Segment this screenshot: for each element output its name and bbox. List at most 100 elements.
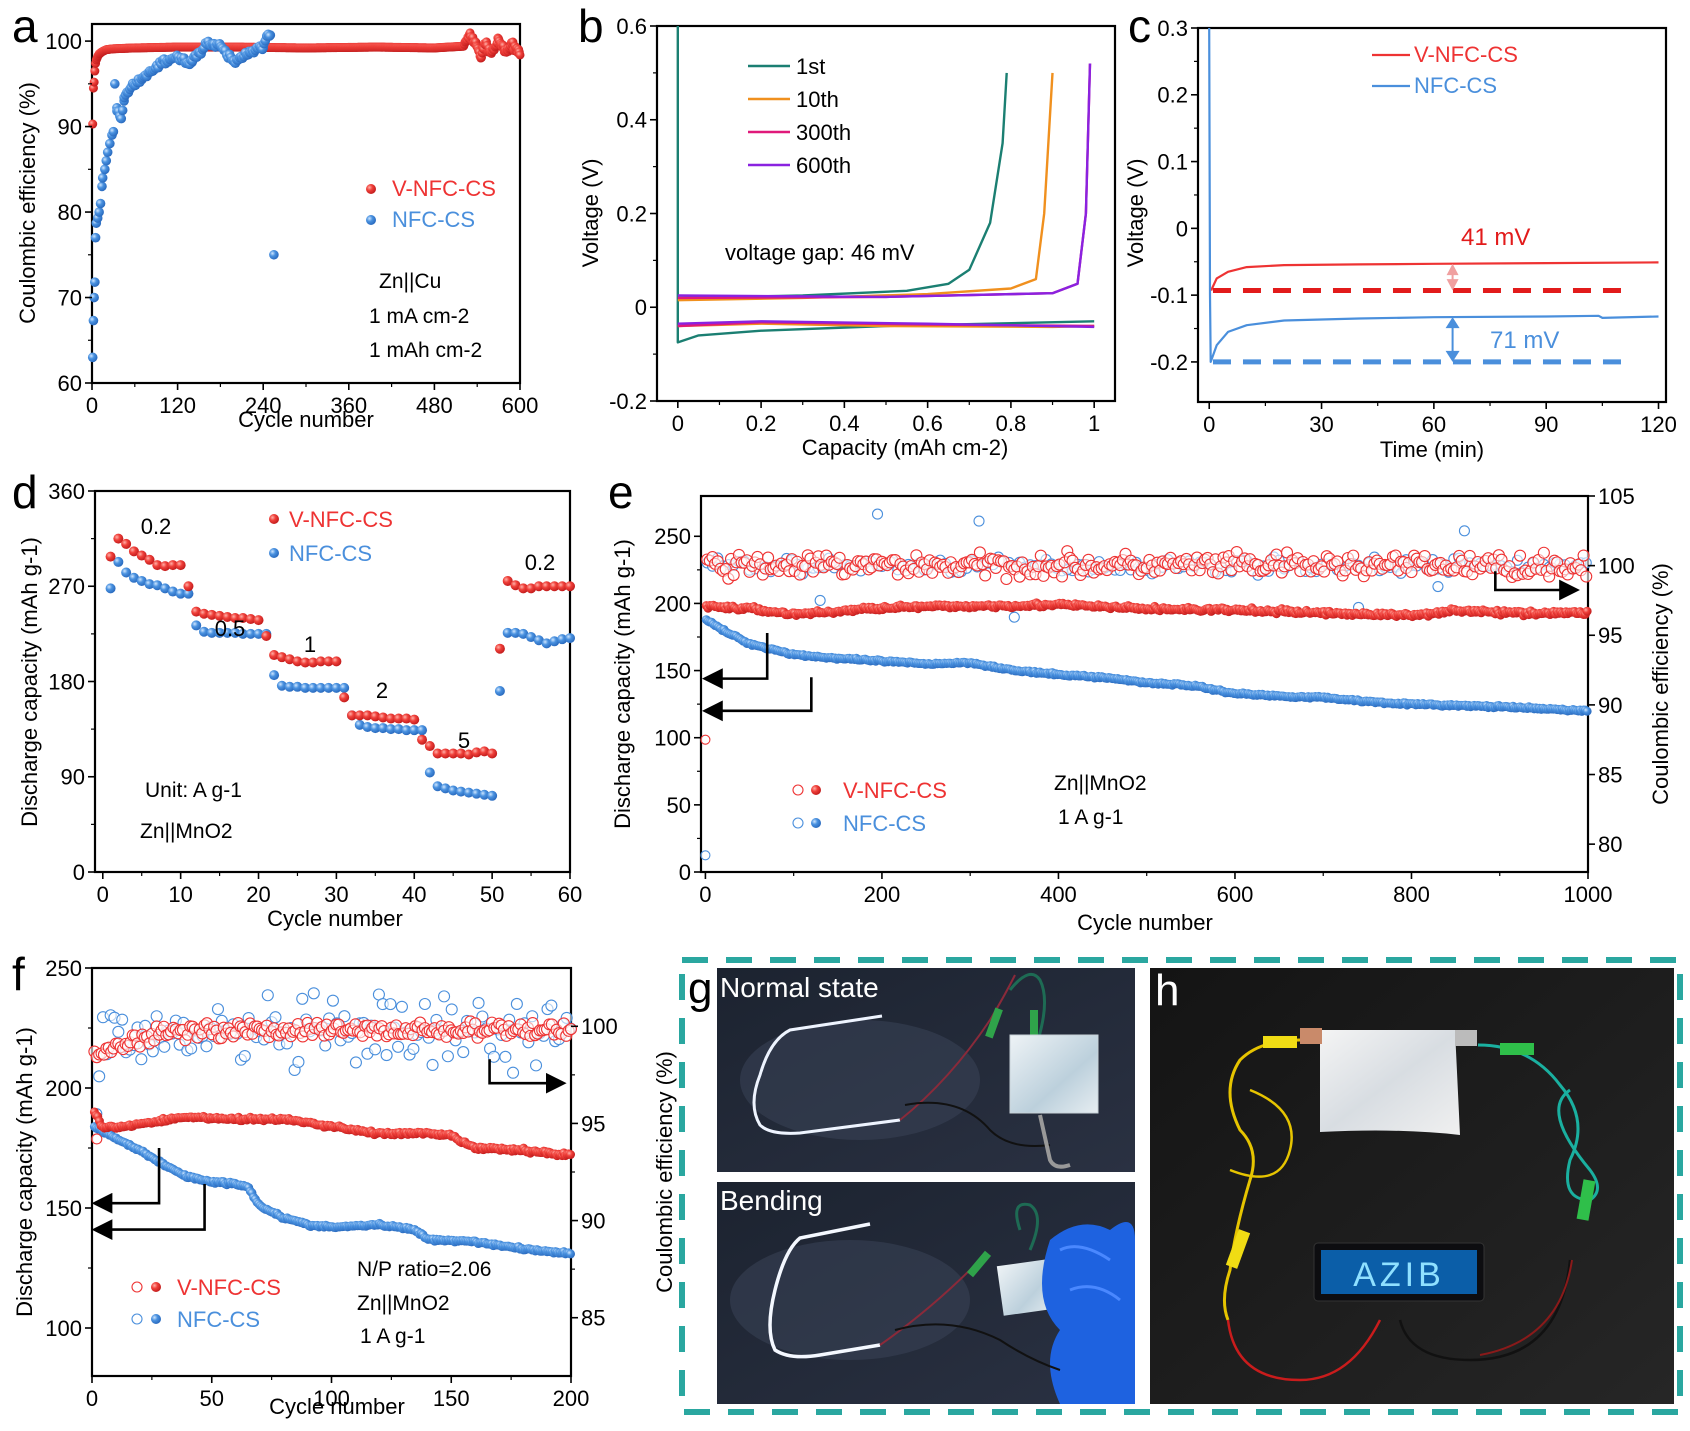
data-point-nfc-cs (116, 113, 127, 124)
data-point-v-nfc-cs (448, 748, 459, 759)
led-badge-text: AZIB (1353, 1256, 1445, 1294)
data-point-nfc-cs (117, 105, 128, 116)
ce-point-nfc-cs (319, 1039, 332, 1052)
annotation-71mv: 71 mV (1490, 327, 1559, 354)
y-tick-label: -0.2 (609, 389, 647, 414)
data-point-nfc-cs (230, 627, 241, 638)
axis-arrow-left (701, 677, 813, 722)
data-point-v-nfc-cs (346, 710, 357, 721)
data-point-v-nfc-cs (331, 656, 342, 667)
data-point-v-nfc-cs (566, 1150, 576, 1160)
data-point-v-nfc-cs (175, 560, 186, 571)
y-axis-label: Discharge capacity (mAh g-1) (610, 539, 635, 829)
data-point-nfc-cs (385, 724, 396, 735)
legend-marker-v-nfc-cs (366, 184, 376, 194)
legend-label-v-nfc-cs: V-NFC-CS (843, 778, 947, 803)
y-right-tick-label: 95 (1598, 623, 1622, 648)
y-right-tick-label: 100 (581, 1014, 618, 1039)
rate-label: 5 (458, 728, 470, 753)
data-point-nfc-cs (94, 207, 104, 217)
x-tick-label: 30 (1309, 412, 1333, 437)
ce-point-nfc-cs (445, 1003, 458, 1016)
annotation: 1 A g-1 (1058, 806, 1123, 829)
ce-point-nfc-cs (472, 996, 485, 1010)
x-tick-label: 50 (200, 1386, 224, 1411)
data-point-nfc-cs (110, 79, 120, 89)
x-tick-label: 600 (1217, 882, 1254, 907)
data-point-nfc-cs (121, 567, 132, 578)
gap-arrowheads-nfc-cs (1445, 317, 1460, 362)
ce-point-v-nfc-cs (1577, 549, 1590, 562)
y-tick-label: 0.6 (616, 14, 647, 39)
data-point-nfc-cs (526, 632, 537, 643)
x-tick-label: 360 (330, 393, 367, 418)
y-tick-label: 100 (45, 29, 82, 54)
ce-point-nfc-cs (369, 1043, 382, 1056)
dashed-frame (679, 957, 1683, 1415)
ce-point-nfc-cs (457, 1046, 470, 1059)
y-tick-label: 180 (48, 669, 85, 694)
ce-point-v-nfc-cs (1405, 566, 1418, 579)
x-tick-label: 0 (86, 1386, 98, 1411)
data-point-nfc-cs (95, 198, 106, 209)
ce-point-nfc-cs (426, 1058, 439, 1072)
x-tick-label: 600 (502, 393, 539, 418)
rate-label: 1 (304, 632, 316, 657)
panel-letter-f: f (12, 948, 25, 1000)
data-point-v-nfc-cs (191, 606, 202, 617)
data-point-nfc-cs (409, 725, 420, 736)
data-point-nfc-cs (105, 583, 116, 594)
data-point-v-nfc-cs (214, 610, 225, 621)
data-point-v-nfc-cs (152, 560, 163, 571)
ce-point-nfc-cs (506, 1066, 520, 1079)
data-point-nfc-cs (566, 1249, 576, 1259)
data-point-v-nfc-cs (479, 746, 490, 757)
annotation-voltage-gap: voltage gap: 46 mV (725, 240, 915, 265)
x-tick-label: 10 (168, 882, 192, 907)
data-point-v-nfc-cs (144, 554, 155, 565)
legend-label-600th: 600th (796, 153, 851, 178)
ce-point-nfc-cs (510, 997, 523, 1011)
x-tick-label: 90 (1534, 412, 1558, 437)
data-point-nfc-cs (510, 627, 521, 638)
panel-letter-e: e (608, 466, 634, 518)
data-point-nfc-cs (253, 628, 264, 639)
photo-panels: Normal state Bending g AZIB h (679, 957, 1683, 1415)
y-right-tick-label: 90 (581, 1208, 605, 1233)
ce-point-nfc-cs (158, 1040, 171, 1053)
ce-point-nfc-cs (380, 1049, 393, 1062)
x-tick-label: 60 (558, 882, 582, 907)
legend-marker-v-nfc-cs (811, 785, 821, 795)
legend-marker-open-nfc-cs (792, 817, 804, 829)
annotation: Zn||MnO2 (1054, 772, 1147, 795)
ce-point-nfc-cs (211, 1003, 225, 1016)
data-point-v-nfc-cs (199, 608, 210, 619)
ce-point-nfc-cs (112, 1025, 125, 1038)
y-tick-label: 50 (667, 793, 691, 818)
annotation: Unit: A g-1 (145, 779, 242, 802)
y-right-tick-label: 80 (1598, 832, 1622, 857)
x-tick-label: 0 (97, 882, 109, 907)
data-point-v-nfc-cs (362, 710, 373, 721)
y-tick-label: 0.3 (1157, 16, 1188, 41)
ce-point-nfc-cs (441, 1050, 454, 1063)
annotation: 1 mAh cm-2 (369, 339, 482, 362)
data-point-nfc-cs (183, 588, 194, 599)
ce-point-v-nfc-cs (1580, 570, 1593, 583)
y-tick-label: -0.2 (1150, 350, 1188, 375)
data-point-v-nfc-cs (237, 613, 248, 623)
y-tick-label: 200 (654, 591, 691, 616)
data-point-v-nfc-cs (541, 581, 552, 592)
y-tick-label: 100 (45, 1316, 82, 1341)
data-point-nfc-cs (315, 682, 326, 693)
axis-arrow-right (1494, 571, 1580, 601)
data-point-nfc-cs (90, 232, 101, 243)
y-tick-label: 60 (58, 371, 82, 396)
ce-point-v-nfc-cs (1513, 549, 1527, 562)
ce-point-nfc-cs (185, 1042, 198, 1055)
photo-normal-state (717, 968, 1135, 1172)
ce-point-v-nfc-cs (1318, 565, 1331, 578)
legend-label-nfc-cs: NFC-CS (177, 1307, 260, 1332)
data-point-v-nfc-cs (323, 656, 334, 667)
